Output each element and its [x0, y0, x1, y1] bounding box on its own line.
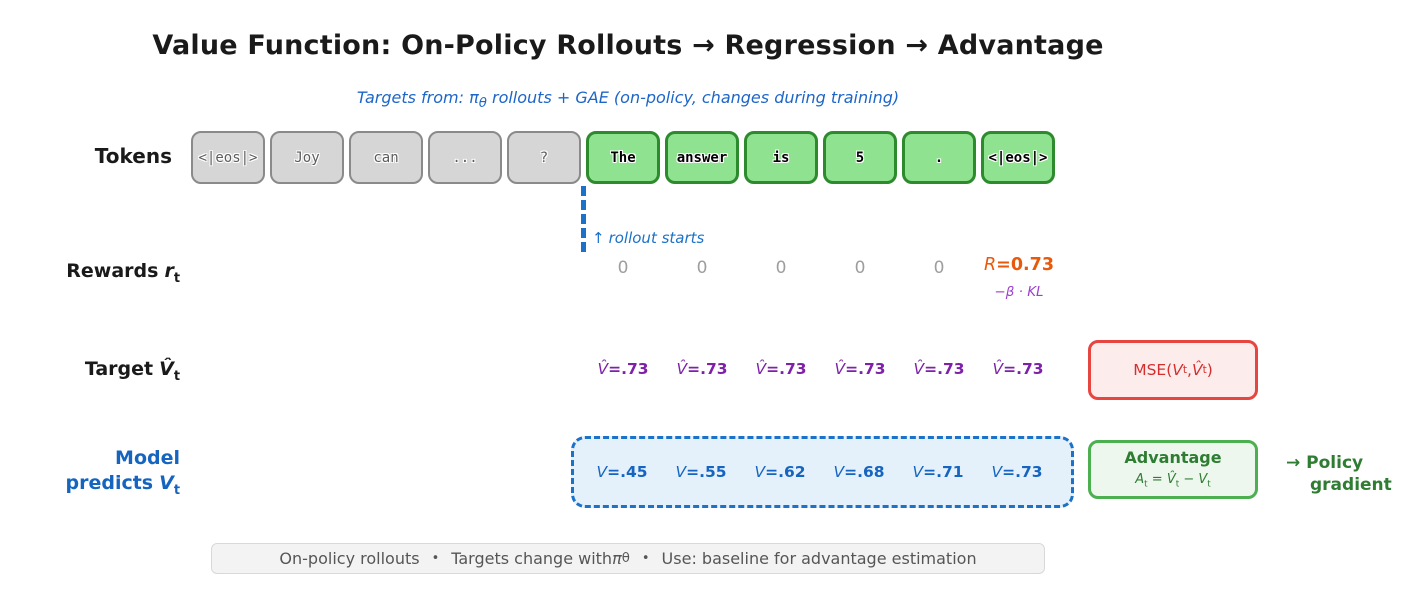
rollout-token: answer — [665, 131, 739, 184]
reward-subscript: t — [173, 270, 180, 286]
subtitle-pre: Targets from: — [356, 88, 470, 107]
advantage-title: Advantage — [1124, 448, 1222, 467]
theta-subscript: θ — [478, 96, 487, 112]
predicted-value: V =.73 — [991, 463, 1043, 481]
context-token: ... — [428, 131, 502, 184]
policy-gradient-note: → Policy gradient — [1286, 452, 1392, 496]
model-row-label: Model predicts Vt — [0, 446, 180, 503]
pi-symbol: π — [612, 549, 622, 568]
advantage-formula: At = V̂t − Vt — [1135, 472, 1211, 490]
up-arrow-icon: ↑ — [592, 229, 605, 247]
target-symbol: V̂ — [159, 358, 174, 380]
model-predictions-box: V =.45 V =.55 V =.62 V =.68 V =.71 V =.73 — [571, 436, 1074, 508]
final-reward: R=0.73 — [946, 255, 1092, 275]
predicted-value: V =.71 — [912, 463, 964, 481]
reward-value: 0 — [617, 258, 629, 278]
reward-value: 0 — [854, 258, 866, 278]
final-reward-symbol: R — [983, 255, 997, 275]
target-value: V̂=.73 — [755, 360, 807, 378]
target-row-label: Target V̂t — [0, 358, 180, 384]
context-token: Joy — [270, 131, 344, 184]
model-label-line2: predicts — [65, 472, 154, 494]
rollout-start-text: rollout starts — [608, 229, 705, 247]
summary-seg1: On-policy rollouts — [279, 549, 420, 568]
final-reward-value: =0.73 — [996, 255, 1054, 275]
target-value: V̂=.73 — [913, 360, 965, 378]
value-symbol: V — [159, 472, 174, 494]
summary-bar: On-policy rollouts • Targets change with π… — [211, 543, 1045, 574]
context-token: ? — [507, 131, 581, 184]
rewards-label-text: Rewards — [66, 260, 159, 282]
reward-value: 0 — [933, 258, 945, 278]
policy-gradient-line2: gradient — [1310, 475, 1392, 495]
reward-value: 0 — [696, 258, 708, 278]
policy-gradient-line1: → Policy — [1286, 453, 1364, 473]
summary-seg2: Targets change with — [451, 549, 613, 568]
predicted-value: V =.62 — [754, 463, 806, 481]
rollout-token: is — [744, 131, 818, 184]
predicted-value: V =.68 — [833, 463, 885, 481]
theta-subscript: θ — [621, 551, 630, 566]
rewards-row-label: Rewards rt — [0, 260, 180, 286]
kl-penalty: −β · KL — [994, 284, 1044, 300]
subtitle-post: rollouts + GAE (on-policy, changes durin… — [486, 88, 900, 107]
advantage-box: Advantage At = V̂t − Vt — [1088, 440, 1258, 499]
tokens-row-label: Tokens — [94, 144, 172, 168]
bullet-separator: • — [431, 551, 440, 566]
value-subscript: t — [173, 482, 180, 498]
pi-symbol: π — [469, 88, 479, 107]
model-label-line1: Model — [115, 447, 180, 469]
target-value: V̂=.73 — [834, 360, 886, 378]
context-token: <|eos|> — [191, 131, 265, 184]
target-value: V̂=.73 — [992, 360, 1044, 378]
target-value: V̂=.73 — [597, 360, 649, 378]
rollout-start-note: ↑ rollout starts — [592, 229, 704, 247]
rollout-token: The — [586, 131, 660, 184]
summary-seg3: Use: baseline for advantage estimation — [661, 549, 977, 568]
target-value: V̂=.73 — [676, 360, 728, 378]
page-title: Value Function: On-Policy Rollouts → Reg… — [152, 30, 1104, 61]
context-token: can — [349, 131, 423, 184]
predicted-value: V =.45 — [596, 463, 648, 481]
subtitle: Targets from: πθ rollouts + GAE (on-poli… — [0, 88, 1256, 111]
rollout-token: <|eos|> — [981, 131, 1055, 184]
rollout-token: . — [902, 131, 976, 184]
rollout-token: 5 — [823, 131, 897, 184]
target-label-text: Target — [84, 358, 154, 380]
rollout-start-divider — [581, 186, 586, 252]
reward-value: 0 — [775, 258, 787, 278]
predicted-value: V =.55 — [675, 463, 727, 481]
bullet-separator: • — [641, 551, 650, 566]
reward-symbol: r — [164, 260, 174, 282]
target-subscript: t — [173, 368, 180, 384]
